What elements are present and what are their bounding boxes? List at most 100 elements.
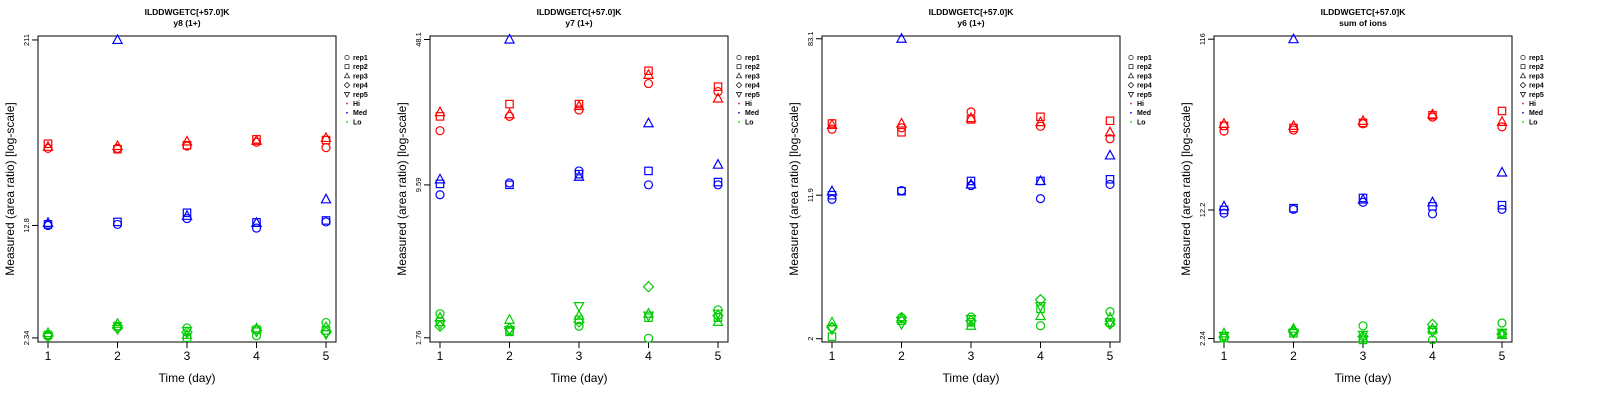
data-point-hi-rep3 — [712, 92, 724, 103]
data-point-hi-rep3 — [434, 105, 446, 117]
data-point-lo-rep5 — [1426, 327, 1439, 339]
legend-label: rep4 — [745, 83, 760, 90]
data-point-med-rep1 — [504, 178, 515, 188]
data-point-hi-rep3 — [1104, 126, 1116, 137]
x-axis-label: Time (day) — [159, 371, 216, 385]
x-tick-label: 3 — [576, 349, 583, 363]
legend-marker-rep5 — [1519, 92, 1527, 98]
data-point-lo-rep5 — [712, 309, 724, 320]
data-point-lo-rep4 — [712, 309, 724, 322]
data-point-lo-rep5 — [1357, 330, 1369, 342]
data-point-lo-rep4 — [642, 280, 655, 293]
data-point-lo-rep1 — [1358, 321, 1368, 331]
legend-marker-lo — [346, 121, 348, 123]
legend-marker-rep2 — [736, 64, 742, 70]
data-point-hi-rep3 — [642, 68, 655, 79]
data-point-hi-rep3 — [1287, 119, 1300, 130]
legend-marker-med — [346, 111, 348, 114]
data-point-hi-rep3 — [826, 118, 838, 129]
legend-label: rep1 — [745, 55, 760, 62]
data-point-lo-rep1 — [574, 321, 584, 331]
data-point-hi-rep3 — [250, 134, 263, 145]
x-tick-label: 2 — [1290, 349, 1297, 363]
x-axis-label: Time (day) — [551, 371, 608, 385]
legend-label: Lo — [353, 119, 362, 126]
data-point-hi-rep1 — [43, 143, 53, 153]
y-tick-label: 2.24 — [1198, 331, 1207, 346]
data-point-hi-rep1 — [643, 78, 654, 89]
data-point-hi-rep2 — [1497, 106, 1507, 116]
plot-area — [429, 35, 729, 343]
data-point-lo-rep5 — [826, 325, 838, 336]
data-point-med-rep2 — [713, 177, 723, 187]
data-point-med-rep3 — [181, 209, 193, 220]
data-point-hi-rep2 — [43, 139, 53, 149]
chart-subtitle: y8 (1+) — [173, 18, 200, 28]
chart-panel-2: ILDDWGETC[+57.0]Ky7 (1+) 1.76 9.59 48.1 1 2 3 4… — [395, 7, 760, 385]
data-point-lo-rep3 — [111, 317, 124, 328]
chart-title: ILDDWGETC[+57.0]K — [537, 7, 623, 17]
legend-label: rep4 — [1137, 83, 1152, 90]
legend-marker-rep4 — [1127, 81, 1135, 89]
legend-marker-rep3 — [1519, 72, 1527, 79]
data-point-hi-rep3 — [1034, 115, 1047, 127]
data-point-med-rep2 — [505, 180, 514, 190]
data-point-med-rep3 — [895, 32, 908, 43]
x-tick-label: 2 — [114, 349, 121, 363]
data-point-hi-rep1 — [1219, 126, 1229, 136]
chart-subtitle: y7 (1+) — [565, 18, 592, 28]
y-tick-label: 2 — [806, 337, 815, 341]
data-point-lo-rep3 — [573, 309, 585, 320]
data-point-lo-rep3 — [642, 307, 655, 318]
legend-label: Med — [1529, 110, 1543, 117]
data-point-hi-rep1 — [321, 142, 331, 153]
data-point-med-rep1 — [1427, 209, 1438, 219]
data-point-hi-rep3 — [1426, 108, 1439, 119]
data-point-med-rep3 — [1218, 200, 1230, 211]
data-point-lo-rep3 — [1034, 309, 1047, 321]
x-tick-label: 2 — [506, 349, 513, 363]
legend-marker-med — [738, 111, 740, 114]
legend-label: rep5 — [745, 92, 760, 99]
legend-label: Hi — [353, 101, 360, 108]
y-axis-label: Measured (area ratio) [log-scale] — [1179, 102, 1193, 275]
data-point-lo-rep1 — [1105, 307, 1115, 317]
data-point-med-rep3 — [111, 33, 124, 45]
legend-label: Lo — [1529, 119, 1538, 126]
data-point-med-rep3 — [1104, 149, 1116, 160]
data-point-hi-rep1 — [896, 123, 907, 133]
legend-label: Med — [353, 110, 367, 117]
x-tick-label: 4 — [253, 349, 260, 363]
plot-area — [1213, 35, 1513, 343]
x-tick-label: 2 — [898, 349, 905, 363]
data-point-lo-rep3 — [965, 319, 977, 330]
legend-label: rep4 — [353, 83, 368, 90]
legend-marker-hi — [738, 102, 740, 105]
legend-marker-rep2 — [1128, 64, 1134, 70]
data-point-lo-rep4 — [1426, 318, 1439, 331]
x-tick-label: 3 — [968, 349, 975, 363]
data-point-hi-rep1 — [1035, 121, 1046, 131]
legend-label: Med — [745, 110, 759, 117]
data-point-med-rep3 — [434, 173, 446, 184]
x-axis-label: Time (day) — [943, 371, 1000, 385]
data-point-hi-rep3 — [965, 111, 977, 123]
data-point-med-rep2 — [321, 216, 331, 225]
plot-area — [821, 35, 1121, 343]
y-tick-label: 11.9 — [806, 188, 815, 202]
data-point-hi-rep2 — [1105, 116, 1115, 126]
data-point-med-rep3 — [965, 178, 977, 189]
data-point-lo-rep5 — [181, 326, 193, 338]
data-point-hi-rep3 — [1218, 117, 1230, 128]
data-point-lo-rep1 — [1035, 321, 1046, 331]
data-point-hi-rep2 — [1036, 112, 1045, 122]
data-point-hi-rep3 — [181, 135, 193, 146]
data-point-med-rep3 — [1034, 174, 1047, 186]
x-tick-label: 1 — [1221, 349, 1228, 363]
data-point-med-rep2 — [1289, 203, 1298, 213]
data-point-lo-rep5 — [1218, 331, 1230, 343]
data-point-hi-rep3 — [1357, 114, 1369, 125]
data-point-med-rep3 — [1496, 166, 1508, 177]
legend-marker-rep2 — [1520, 64, 1526, 70]
data-point-lo-rep5 — [1034, 301, 1047, 313]
